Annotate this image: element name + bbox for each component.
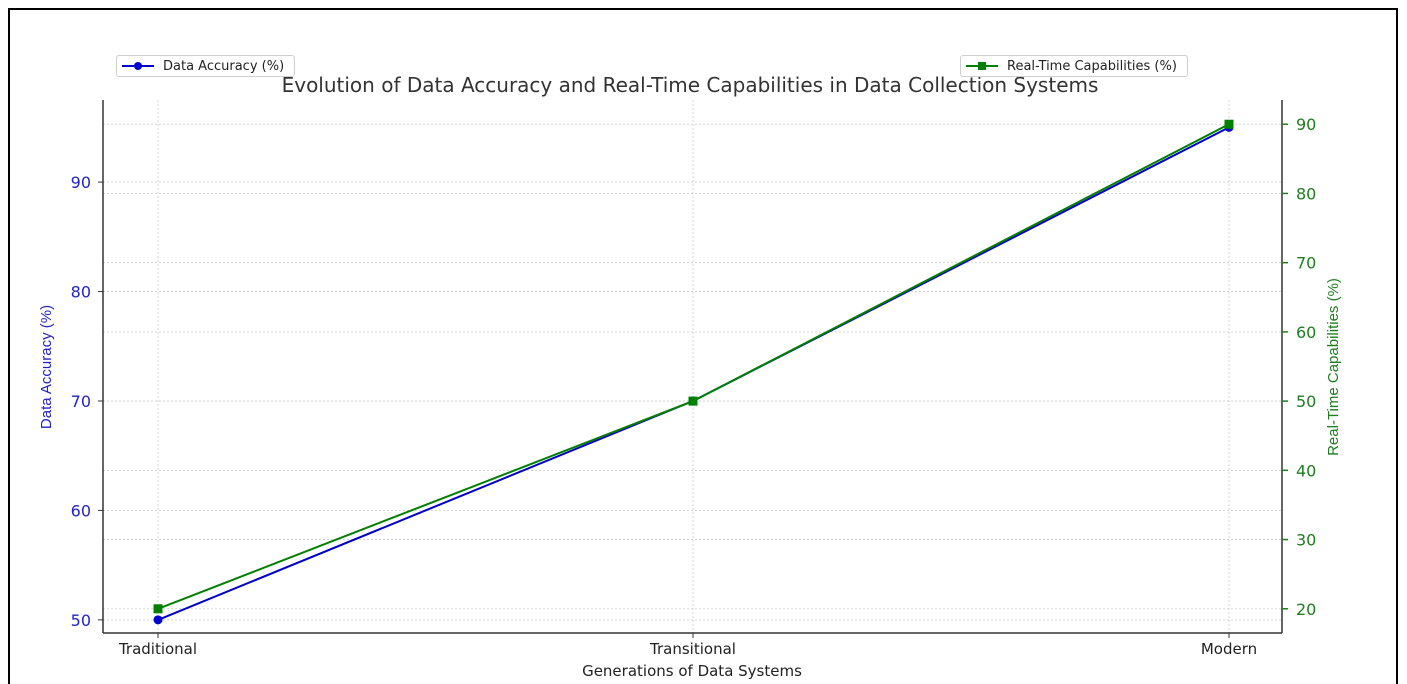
grid xyxy=(103,100,1282,633)
x-tick-label: Modern xyxy=(1201,640,1257,658)
series-markers xyxy=(153,119,1234,625)
x-axis-title: Generations of Data Systems xyxy=(582,662,802,680)
right-y-tick-label: 30 xyxy=(1296,531,1316,550)
data-point-square xyxy=(1224,119,1234,129)
right-y-tick-label: 90 xyxy=(1296,115,1316,134)
legend-label-data-accuracy: Data Accuracy (%) xyxy=(163,58,285,74)
legend-label-real-time: Real-Time Capabilities (%) xyxy=(1007,58,1177,74)
left-y-tick-label: 50 xyxy=(71,611,91,630)
right-y-tick-label: 80 xyxy=(1296,184,1316,203)
left-y-tick-label: 80 xyxy=(71,283,91,302)
right-y-tick-label: 50 xyxy=(1296,392,1316,411)
legend-line-square-icon xyxy=(966,62,998,70)
right-y-tick-label: 70 xyxy=(1296,254,1316,273)
left-y-tick-label: 90 xyxy=(71,173,91,192)
axis-labels: 50 60 70 80 90 20 30 40 50 60 70 80 90 Traditional Tra… xyxy=(38,73,1342,680)
legend-data-accuracy: Data Accuracy (%) xyxy=(116,55,296,77)
right-y-tick-label: 60 xyxy=(1296,323,1316,342)
x-tick-label: Transitional xyxy=(649,640,736,658)
data-point-square xyxy=(153,604,163,614)
data-point-circle xyxy=(153,615,163,625)
right-y-tick-label: 40 xyxy=(1296,461,1316,480)
right-y-axis-title: Real-Time Capabilities (%) xyxy=(1325,278,1342,456)
data-point-square xyxy=(688,396,698,406)
right-y-tick-label: 20 xyxy=(1296,600,1316,619)
left-y-tick-label: 70 xyxy=(71,392,91,411)
figure-frame xyxy=(8,8,1398,684)
legend-line-circle-icon xyxy=(122,62,154,70)
left-y-axis-title: Data Accuracy (%) xyxy=(38,305,55,429)
left-y-tick-label: 60 xyxy=(71,501,91,520)
axes xyxy=(98,100,1288,638)
chart-title: Evolution of Data Accuracy and Real-Time… xyxy=(282,73,1099,97)
legend-real-time: Real-Time Capabilities (%) xyxy=(960,55,1188,77)
x-tick-label: Traditional xyxy=(118,640,197,658)
